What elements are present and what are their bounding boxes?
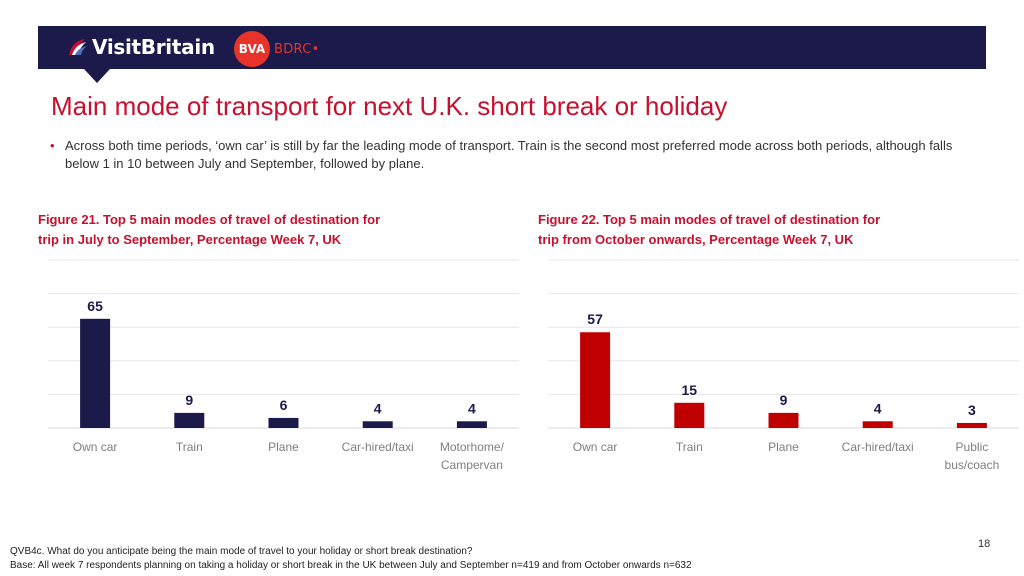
bar: [674, 402, 705, 428]
figure-22-title-line1: Figure 22. Top 5 main modes of travel of…: [538, 212, 881, 227]
data-label: 9: [780, 392, 788, 408]
bullet-dot: •: [50, 138, 55, 153]
data-label: 4: [874, 400, 882, 416]
header-notch: [84, 69, 110, 83]
figure-22-title-line2: trip from October onwards, Percentage We…: [538, 232, 854, 247]
chart-2: 57 Own car 15 Train 9 Plane 4 Car-hired/taxi 3 Pu…: [548, 259, 1019, 472]
category-label: Own car: [573, 440, 618, 454]
bdrc-wordmark: BDRC•: [274, 41, 320, 57]
chart-1: 65 Own car 9 Train 6 Plane 4 Car-hired/taxi 4 Mot…: [48, 259, 519, 472]
category-label: Campervan: [441, 458, 503, 472]
category-label: Car-hired/taxi: [342, 440, 414, 454]
page-number: 18: [978, 538, 991, 550]
question-footnote: QVB4c. What do you anticipate being the …: [10, 546, 473, 557]
bar: [580, 332, 611, 428]
category-label: Plane: [768, 440, 799, 454]
bar: [768, 412, 799, 428]
bar: [862, 421, 893, 428]
data-label: 15: [682, 382, 698, 398]
category-label: Car-hired/taxi: [842, 440, 914, 454]
visitbritain-logo: VisitBritain: [66, 35, 215, 59]
bar: [268, 417, 299, 428]
bar: [456, 421, 487, 428]
data-label: 9: [185, 392, 193, 408]
category-label: bus/coach: [945, 458, 1000, 472]
bva-bdrc-logo: BVA BDRC•: [234, 31, 320, 67]
figure-21-title: Figure 21. Top 5 main modes of travel of…: [38, 210, 438, 250]
union-flag-icon: [69, 39, 87, 55]
bar: [80, 318, 111, 428]
figure-21-title-line2: trip in July to September, Percentage We…: [38, 232, 342, 247]
summary-bullet: • Across both time periods, ‘own car’ is…: [50, 137, 970, 173]
figure-21-title-line1: Figure 21. Top 5 main modes of travel of…: [38, 212, 381, 227]
data-label: 4: [374, 400, 382, 416]
bar: [956, 422, 987, 428]
data-label: 6: [280, 397, 288, 413]
category-label: Train: [676, 440, 703, 454]
category-label: Motorhome/: [440, 440, 505, 454]
category-label: Train: [176, 440, 203, 454]
figure-22-title: Figure 22. Top 5 main modes of travel of…: [538, 210, 938, 250]
bar: [174, 412, 205, 428]
page-title: Main mode of transport for next U.K. sho…: [51, 91, 728, 121]
summary-text: Across both time periods, ‘own car’ is s…: [65, 138, 953, 171]
category-label: Plane: [268, 440, 299, 454]
data-label: 57: [587, 311, 603, 327]
header-bar: [38, 26, 986, 69]
visitbritain-wordmark: VisitBritain: [92, 35, 215, 59]
bar: [362, 421, 393, 428]
category-label: Public: [956, 440, 989, 454]
bva-badge: BVA: [234, 31, 270, 67]
category-label: Own car: [73, 440, 118, 454]
data-label: 65: [87, 298, 103, 314]
data-label: 3: [968, 402, 976, 418]
data-label: 4: [468, 400, 476, 416]
base-footnote: Base: All week 7 respondents planning on…: [10, 560, 692, 571]
